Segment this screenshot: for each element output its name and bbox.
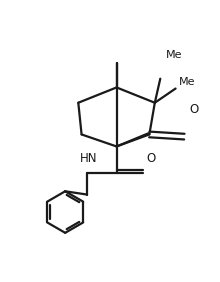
Text: Me: Me [179, 77, 195, 87]
Text: O: O [146, 152, 155, 165]
Text: Me: Me [166, 50, 182, 60]
Text: O: O [190, 103, 199, 116]
Text: HN: HN [79, 152, 97, 165]
